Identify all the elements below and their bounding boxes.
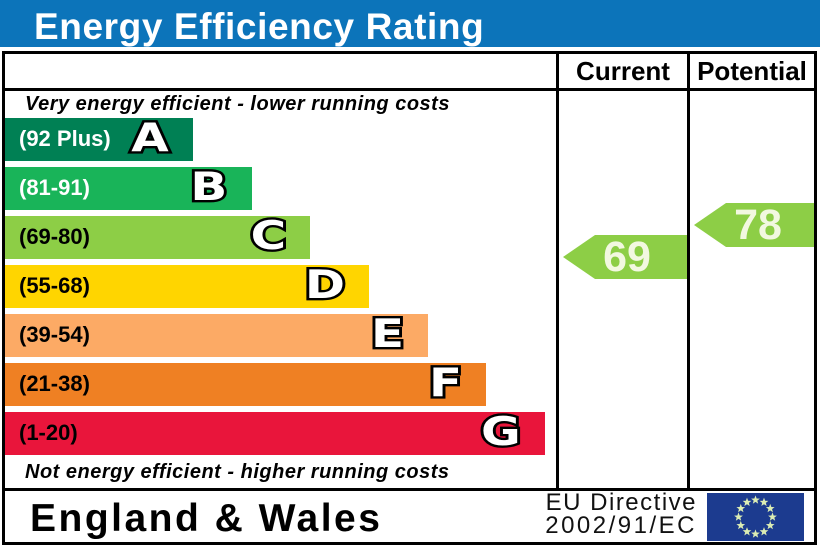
flag-star-icon [751, 529, 760, 538]
table-border-bottom [2, 542, 817, 545]
band-range-label: (21-38) [19, 371, 90, 397]
current-column-divider [556, 51, 559, 491]
band-range-label: (1-20) [19, 420, 78, 446]
bottom-note: Not energy efficient - higher running co… [25, 461, 450, 483]
flag-star-icon [759, 497, 769, 506]
band-letter: G [478, 409, 524, 455]
table-border-right [814, 51, 817, 545]
potential-rating-arrow: 78 [694, 202, 814, 247]
band-range-label: (92 Plus) [19, 126, 111, 152]
rating-band: (81-91) B [5, 164, 252, 210]
rating-band: (69-80) C [5, 213, 311, 259]
title-bar: Energy Efficiency Rating [0, 0, 820, 47]
table-border-left [2, 51, 5, 545]
eu-directive-line1: EU Directive [545, 489, 697, 516]
flag-star-icon [751, 495, 760, 504]
band-letter: E [368, 311, 407, 357]
flag-star-icon [736, 503, 746, 513]
band-range-label: (81-91) [19, 175, 90, 201]
header-divider-line [2, 88, 817, 91]
eu-directive-line2: 2002/91/EC [545, 511, 697, 539]
rating-value: 69 [603, 235, 651, 279]
rating-band: (39-54) E [5, 311, 428, 357]
rating-band: (55-68) D [5, 262, 369, 308]
flag-star-icon [765, 503, 775, 513]
band-letter: B [188, 164, 231, 210]
top-note: Very energy efficient - lower running co… [25, 93, 450, 115]
flag-star-icon [765, 520, 775, 530]
band-range-label: (55-68) [19, 273, 90, 299]
band-letter: D [302, 262, 348, 308]
band-letter: C [248, 213, 289, 259]
band-range-label: (39-54) [19, 322, 90, 348]
footer-region-label: England & Wales [30, 497, 383, 540]
flag-star-icon [734, 512, 743, 521]
page-title: Energy Efficiency Rating [34, 6, 485, 47]
current-rating-arrow: 69 [563, 235, 687, 280]
potential-column-header: Potential [697, 55, 807, 86]
rating-arrow-svg: 69 [563, 235, 687, 280]
flag-star-icon [759, 527, 769, 536]
band-letter: A [129, 115, 172, 161]
flag-star-icon [736, 520, 746, 530]
potential-column-divider [687, 51, 690, 491]
table-border-top [2, 51, 817, 54]
rating-band: (92 Plus) A [5, 115, 193, 161]
rating-band: (21-38) F [5, 360, 487, 406]
flag-star-icon [742, 527, 752, 536]
rating-arrow-svg: 78 [694, 202, 814, 247]
current-column-header: Current [576, 55, 670, 86]
arrow-shape [563, 235, 687, 280]
rating-value: 78 [734, 203, 782, 247]
flag-star-icon [742, 497, 752, 506]
footer-divider-line [2, 488, 817, 491]
flag-star-icon [768, 512, 777, 521]
eu-flag-icon [707, 493, 804, 546]
arrow-shape [694, 202, 814, 247]
band-letter: F [426, 360, 465, 406]
rating-band: (1-20) G [5, 409, 546, 455]
eu-directive-label: EU Directive 2002/91/EC [497, 489, 697, 539]
band-range-label: (69-80) [19, 224, 90, 250]
eu-flag-svg [707, 493, 804, 541]
